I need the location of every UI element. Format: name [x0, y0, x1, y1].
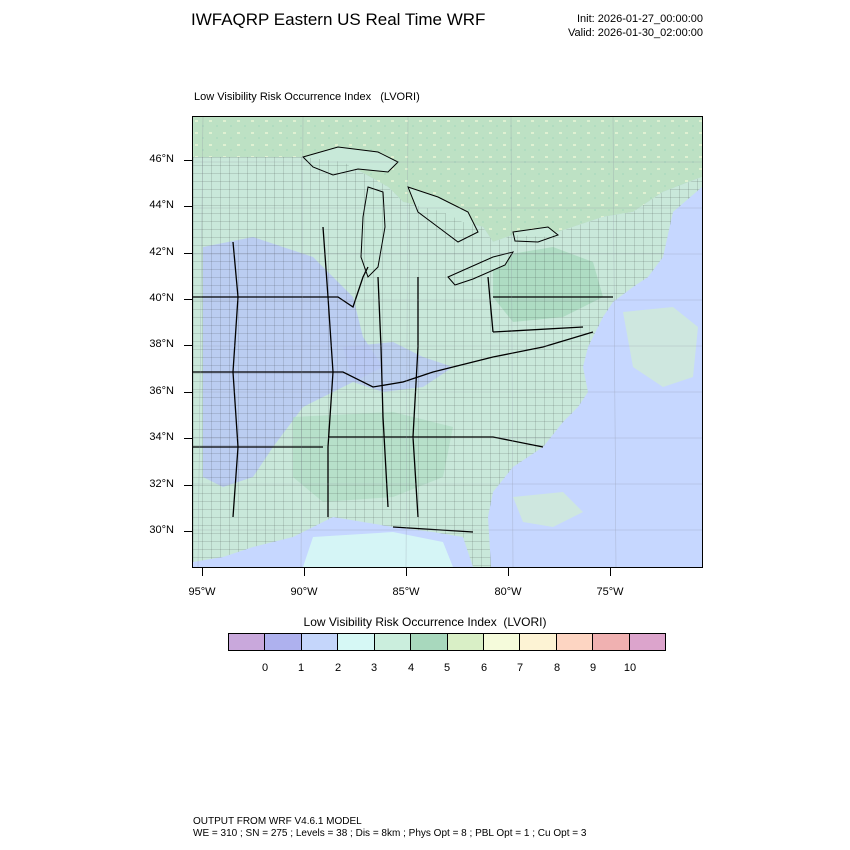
lon-tick — [406, 568, 407, 576]
lat-tick — [184, 438, 192, 439]
lon-label-80w: 80°W — [494, 586, 522, 598]
colorbar-label-3: 3 — [370, 662, 378, 674]
colorbar-swatch-10 — [593, 634, 630, 650]
init-time: Init: 2026-01-27_00:00:00 — [577, 13, 703, 25]
lon-tick — [508, 568, 509, 576]
lat-label-42n: 42°N — [149, 246, 174, 258]
lon-label-95w: 95°W — [188, 586, 216, 598]
colorbar — [228, 633, 666, 651]
lat-tick — [184, 345, 192, 346]
ocean-patch-south — [513, 492, 583, 527]
model-info: OUTPUT FROM WRF V4.6.1 MODEL — [193, 816, 362, 827]
colorbar-label-5: 5 — [443, 662, 451, 674]
lat-tick — [184, 299, 192, 300]
colorbar-swatch-9 — [556, 634, 594, 650]
lat-label-34n: 34°N — [149, 431, 174, 443]
county-lines — [193, 157, 702, 567]
model-config: WE = 310 ; SN = 275 ; Levels = 38 ; Dis … — [193, 828, 587, 839]
graticule — [193, 117, 702, 567]
field-title: Low Visibility Risk Occurrence Index (LV… — [194, 91, 420, 103]
colorbar-label-6: 6 — [480, 662, 488, 674]
lat-tick — [184, 206, 192, 207]
lon-tick — [202, 568, 203, 576]
colorbar-swatch-11 — [629, 634, 666, 650]
lon-label-90w: 90°W — [290, 586, 318, 598]
lat-label-46n: 46°N — [149, 153, 174, 165]
lat-label-30n: 30°N — [149, 524, 174, 536]
colorbar-swatch-5 — [411, 634, 448, 650]
legend-title: Low Visibility Risk Occurrence Index (LV… — [303, 615, 547, 629]
colorbar-swatch-2 — [301, 634, 339, 650]
colorbar-swatch-4 — [374, 634, 412, 650]
lon-label-75w: 75°W — [596, 586, 624, 598]
lat-label-36n: 36°N — [149, 385, 174, 397]
colorbar-swatch-3 — [338, 634, 375, 650]
colorbar-swatch-6 — [447, 634, 484, 650]
colorbar-label-2: 2 — [334, 662, 342, 674]
lat-tick — [184, 392, 192, 393]
colorbar-label-1: 1 — [297, 662, 305, 674]
lat-tick — [184, 531, 192, 532]
lon-tick — [304, 568, 305, 576]
lat-tick — [184, 160, 192, 161]
lat-label-40n: 40°N — [149, 292, 174, 304]
valid-time: Valid: 2026-01-30_02:00:00 — [568, 27, 703, 39]
canada-texture — [193, 117, 702, 242]
colorbar-label-8: 8 — [553, 662, 561, 674]
colorbar-swatch-1 — [265, 634, 302, 650]
colorbar-label-10: 10 — [623, 662, 637, 674]
colorbar-swatch-0 — [229, 634, 266, 650]
map-canvas — [193, 117, 702, 567]
state-boundaries — [193, 226, 613, 533]
lon-label-85w: 85°W — [392, 586, 420, 598]
lon-tick — [610, 568, 611, 576]
ocean-patch-east — [623, 307, 698, 387]
gulf-patch — [303, 532, 453, 567]
plot-title: IWFAQRP Eastern US Real Time WRF — [191, 10, 486, 29]
lat-tick — [184, 253, 192, 254]
colorbar-label-0: 0 — [261, 662, 269, 674]
colorbar-label-7: 7 — [516, 662, 524, 674]
lat-label-38n: 38°N — [149, 338, 174, 350]
lat-label-44n: 44°N — [149, 199, 174, 211]
colorbar-label-4: 4 — [407, 662, 415, 674]
map-panel — [192, 116, 703, 568]
lat-tick — [184, 485, 192, 486]
colorbar-label-9: 9 — [589, 662, 597, 674]
lat-label-32n: 32°N — [149, 478, 174, 490]
colorbar-swatch-7 — [483, 634, 521, 650]
colorbar-swatch-8 — [520, 634, 557, 650]
